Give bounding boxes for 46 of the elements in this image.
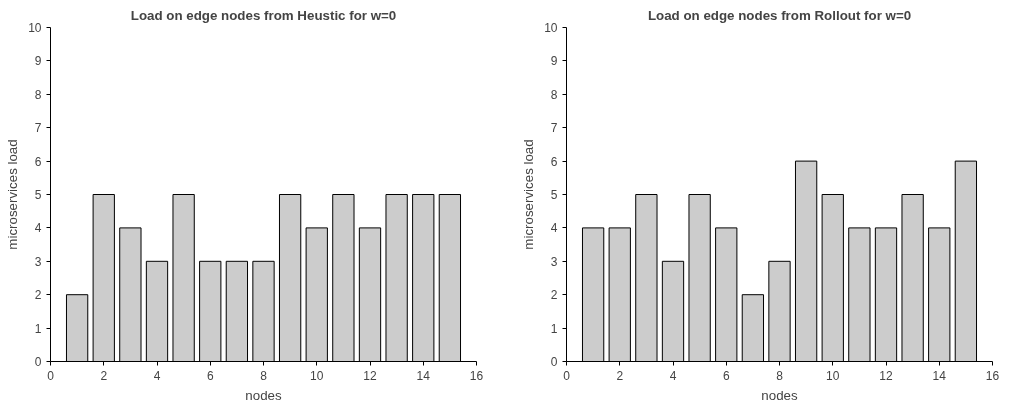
y-tick-label: 5 [34, 188, 42, 202]
chart-title: Load on edge nodes from Heustic for w=0 [130, 7, 397, 23]
x-tick-label: 16 [469, 368, 484, 383]
x-axis-title: nodes [245, 387, 282, 403]
x-tick-label: 6 [722, 368, 730, 383]
y-tick-label: 3 [34, 254, 42, 269]
y-tick-label: 4 [550, 221, 558, 236]
x-tick-label: 0 [47, 368, 55, 383]
x-tick-label: 14 [416, 368, 431, 383]
x-tick-label: 2 [100, 368, 108, 383]
y-tick-label: 9 [34, 54, 42, 69]
y-tick-label: 9 [550, 54, 558, 69]
y-tick-label: 0 [550, 355, 558, 369]
y-tick-label: 7 [550, 121, 558, 136]
y-tick-label: 1 [34, 321, 42, 336]
y-tick-label: 2 [550, 288, 558, 303]
y-tick-label: 3 [550, 254, 558, 269]
x-tick-label: 10 [310, 368, 324, 383]
y-tick-label: 6 [550, 154, 558, 169]
x-tick-label: 2 [616, 368, 624, 383]
y-tick-label: 2 [34, 288, 42, 303]
x-tick-label: 0 [563, 368, 571, 383]
y-tick-label: 1 [550, 321, 558, 336]
x-tick-label: 4 [153, 368, 161, 383]
y-axis-title: microservices load [521, 139, 537, 250]
y-axis-title: microservices load [5, 139, 21, 250]
x-tick-label: 10 [826, 368, 840, 383]
x-tick-label: 12 [879, 368, 893, 383]
y-tick-label: 8 [34, 87, 42, 102]
y-tick-label: 10 [28, 21, 42, 35]
x-tick-label: 8 [260, 368, 268, 383]
y-tick-label: 5 [550, 188, 558, 202]
x-tick-label: 12 [363, 368, 377, 383]
x-tick-label: 4 [669, 368, 677, 383]
x-axis-title: nodes [761, 387, 798, 403]
y-tick-label: 8 [550, 87, 558, 102]
y-tick-label: 7 [34, 121, 42, 136]
y-tick-label: 0 [34, 355, 42, 369]
x-tick-label: 6 [206, 368, 214, 383]
y-tick-label: 4 [34, 221, 42, 236]
x-tick-label: 16 [985, 368, 1000, 383]
x-tick-label: 8 [776, 368, 784, 383]
x-tick-label: 14 [932, 368, 947, 383]
y-tick-label: 10 [544, 21, 558, 35]
y-tick-label: 6 [34, 154, 42, 169]
chart-title: Load on edge nodes from Rollout for w=0 [647, 7, 912, 23]
